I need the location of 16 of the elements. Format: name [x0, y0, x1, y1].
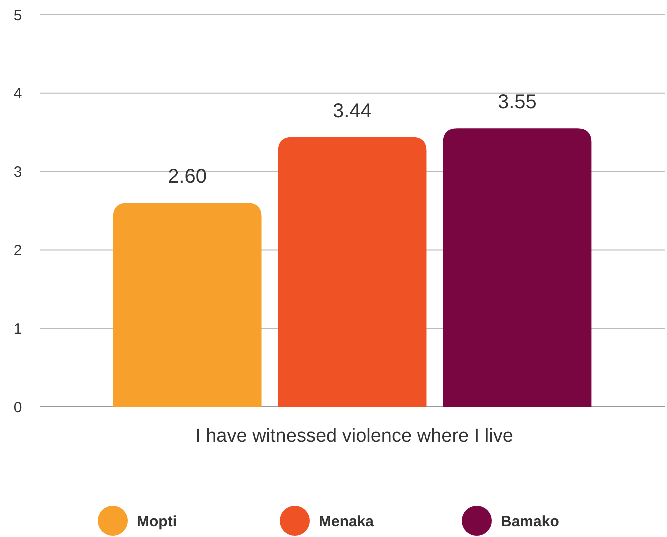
x-axis-title: I have witnessed violence where I live: [196, 426, 514, 447]
y-tick-label: 1: [14, 320, 22, 338]
y-tick-label: 3: [14, 164, 22, 182]
bar: [278, 137, 427, 407]
bar: [443, 128, 592, 407]
y-tick-label: 5: [14, 7, 22, 24]
y-tick-label: 4: [14, 86, 22, 103]
data-label: 3.44: [333, 100, 372, 122]
legend-label: Bamako: [501, 513, 560, 530]
legend-label: Menaka: [319, 513, 375, 530]
data-label: 2.60: [168, 166, 208, 188]
y-tick-label: 2: [14, 242, 22, 260]
y-tick-label: 0: [14, 399, 22, 416]
bar: [113, 203, 262, 407]
data-label: 3.55: [498, 92, 537, 114]
legend-label: Mopti: [137, 513, 177, 530]
